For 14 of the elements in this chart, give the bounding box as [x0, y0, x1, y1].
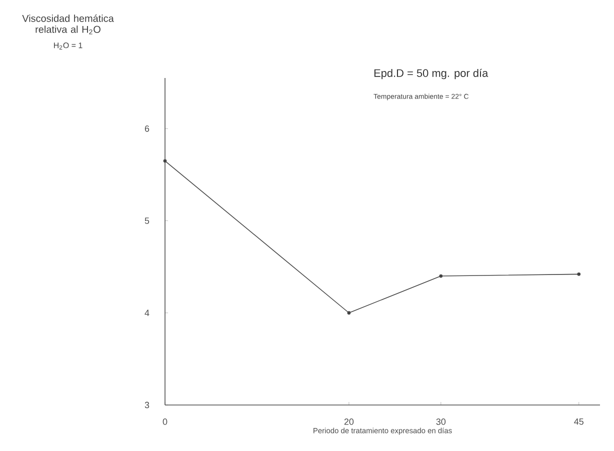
y-tick-label: 6	[144, 125, 150, 132]
point	[347, 311, 351, 315]
x-tick-label: 30	[436, 418, 446, 425]
annotation: Epd.D = 50 mg. por día	[374, 68, 488, 80]
x-tick-label: 45	[574, 418, 584, 425]
y-tick-label: 5	[144, 218, 150, 224]
x-tick-label: 0	[162, 418, 168, 425]
point	[577, 272, 581, 276]
text: Viscosidad hemática relativa al H$_{2}$O	[22, 14, 114, 34]
y-tick-label: 3	[144, 402, 150, 408]
x-tick-label: 20	[344, 418, 354, 425]
point	[163, 159, 167, 163]
y-tick-label: 4	[144, 310, 150, 316]
point	[439, 274, 443, 278]
